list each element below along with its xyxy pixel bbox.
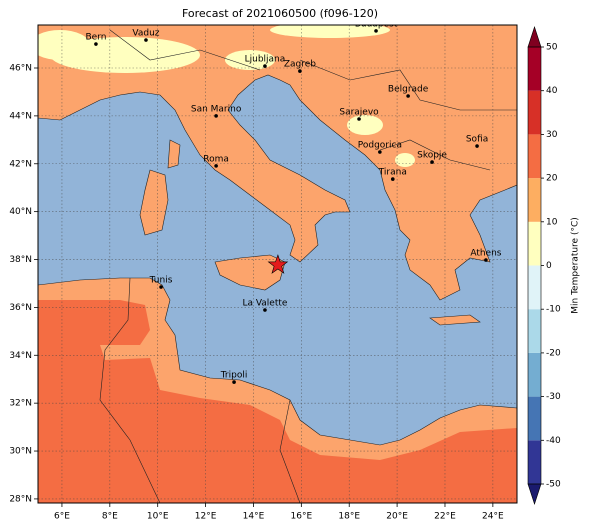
x-tick-label: 24°E xyxy=(482,512,504,522)
colorbar-tick-label: 10 xyxy=(546,217,558,227)
axes: 6°E 8°E 10°E 12°E 14°E 16°E 18°E 20°E 22°E 24°E 28… xyxy=(9,64,504,522)
y-tick-label: 32°N xyxy=(9,399,32,409)
city-label: Tripoli xyxy=(220,371,248,381)
colorbar-tick-label: -30 xyxy=(546,392,561,402)
colorbar-bin xyxy=(528,90,541,135)
city-label: Tunis xyxy=(149,276,173,286)
cold-region xyxy=(225,50,275,70)
city-dot xyxy=(144,38,148,42)
colorbar-bin xyxy=(528,396,541,441)
y-tick-label: 38°N xyxy=(9,255,32,265)
city-label: La Valette xyxy=(242,299,287,309)
colorbar-bin xyxy=(528,352,541,397)
x-tick-label: 8°E xyxy=(102,512,118,522)
colorbar-tick-label: 50 xyxy=(546,43,558,53)
cold-region xyxy=(270,25,390,38)
colorbar-bin xyxy=(528,47,541,91)
colorbar: -50 -40 -30 -20 -10 0 10 20 30 40 50 Min Temperatur… xyxy=(527,26,581,505)
cold-region xyxy=(395,153,415,167)
colorbar-under xyxy=(527,483,542,505)
city-label: Athens xyxy=(470,248,501,258)
colorbar-tick-label: -50 xyxy=(546,480,561,490)
city-dot xyxy=(214,114,218,118)
city-dot xyxy=(232,380,236,384)
colorbar-tick-label: 30 xyxy=(546,130,558,140)
city-label: Sarajevo xyxy=(339,107,379,117)
city-label: Skopje xyxy=(417,151,447,161)
y-tick-label: 34°N xyxy=(9,351,32,361)
land-europe xyxy=(38,25,517,301)
city-dot xyxy=(357,117,361,121)
city-label: San Marino xyxy=(191,104,242,114)
city-dot xyxy=(159,285,163,289)
y-tick-label: 44°N xyxy=(9,111,32,121)
land-crete xyxy=(429,314,481,326)
city-label: Roma xyxy=(203,154,229,164)
colorbar-bin xyxy=(528,178,541,222)
city-dot xyxy=(263,308,267,312)
x-tick-label: 22°E xyxy=(434,512,456,522)
colorbar-bin xyxy=(528,134,541,179)
city-label: Bern xyxy=(85,33,106,43)
city-dot xyxy=(214,164,218,168)
city-label: Tirana xyxy=(378,168,407,178)
city-dot xyxy=(475,144,479,148)
city-label: Ljubljana xyxy=(245,55,286,65)
border xyxy=(99,29,517,503)
x-tick-label: 18°E xyxy=(338,512,360,522)
city-dot xyxy=(378,150,382,154)
cold-region xyxy=(347,115,383,135)
city-label: Podgorica xyxy=(358,141,402,151)
city-dot xyxy=(94,42,98,46)
colorbar-tick-label: -40 xyxy=(546,436,561,446)
colorbar-bin xyxy=(528,440,541,484)
marker-star xyxy=(267,254,289,274)
city-label: Zagreb xyxy=(284,60,316,70)
cold-region xyxy=(38,30,90,60)
city-label: Budapest xyxy=(355,19,398,29)
land-corsica xyxy=(167,139,181,169)
grid xyxy=(38,25,517,503)
city-dot xyxy=(298,69,302,73)
city-dot xyxy=(484,258,488,262)
colorbar-bin xyxy=(528,221,541,266)
colorbar-over xyxy=(527,26,542,48)
y-tick-label: 30°N xyxy=(9,447,32,457)
y-tick-label: 46°N xyxy=(9,64,32,74)
colorbar-tick-label: -10 xyxy=(546,305,561,315)
city-label: Vaduz xyxy=(132,28,159,38)
city-label: Belgrade xyxy=(388,85,429,95)
y-tick-label: 40°N xyxy=(9,207,32,217)
city-dot xyxy=(406,94,410,98)
x-tick-label: 16°E xyxy=(291,512,313,522)
x-tick-label: 12°E xyxy=(195,512,217,522)
colorbar-tick-label: 20 xyxy=(546,174,558,184)
colorbar-bin xyxy=(528,265,541,310)
y-tick-label: 28°N xyxy=(9,494,32,504)
city-dot xyxy=(430,160,434,164)
colorbar-bin xyxy=(528,309,541,353)
land-sicily xyxy=(214,254,286,291)
city-dot xyxy=(263,64,267,68)
map-frame xyxy=(37,24,518,504)
city-dot xyxy=(374,29,378,33)
title: Forecast of 2021060500 (f096-120) xyxy=(182,7,378,20)
colorbar-tick-label: 40 xyxy=(546,86,558,96)
land-sardinia xyxy=(139,169,169,236)
city-label: Sofia xyxy=(466,135,488,145)
x-tick-label: 10°E xyxy=(147,512,169,522)
x-tick-label: 6°E xyxy=(54,512,70,522)
colorbar-tick-label: -20 xyxy=(546,348,561,358)
city-dot xyxy=(390,177,395,181)
colorbar-label: Min Temperature (°C) xyxy=(571,217,581,314)
colorbar-tick-label: 0 xyxy=(546,261,552,271)
y-tick-label: 42°N xyxy=(9,159,32,169)
x-tick-label: 14°E xyxy=(243,512,265,522)
x-tick-label: 20°E xyxy=(386,512,408,522)
y-tick-label: 36°N xyxy=(9,303,32,313)
